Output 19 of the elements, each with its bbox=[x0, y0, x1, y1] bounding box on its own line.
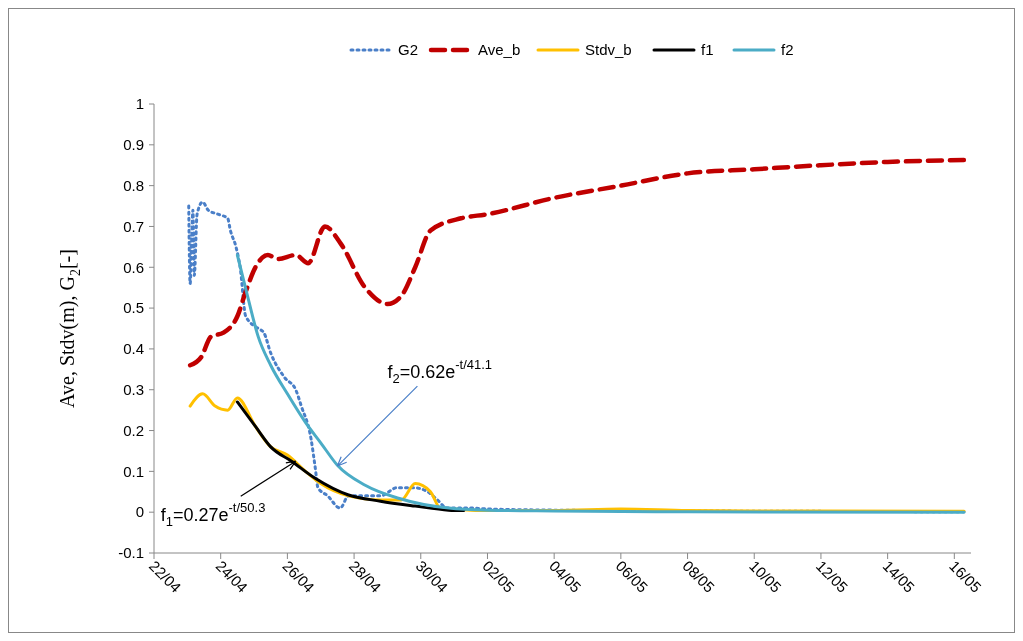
legend-label: Ave_b bbox=[478, 41, 521, 59]
annotation: f$_{1}$=0.27e$^{-t/50.3}$ bbox=[160, 499, 266, 530]
y-tick-label: 0.4 bbox=[123, 340, 144, 358]
y-tick-label: 0.8 bbox=[123, 176, 144, 194]
y-tick-label: 0 bbox=[135, 503, 144, 521]
y-tick-label: -0.1 bbox=[118, 544, 144, 562]
y-tick-label: 0.2 bbox=[123, 421, 144, 439]
annotation: f$_{2}$=0.62e$^{-t/41.1}$ bbox=[387, 356, 493, 387]
legend-label: f2 bbox=[781, 41, 794, 59]
y-tick-label: 1 bbox=[135, 95, 144, 113]
legend-label: f1 bbox=[701, 41, 714, 59]
y-tick-label: 0.3 bbox=[123, 380, 144, 398]
y-tick-label: 0.7 bbox=[123, 217, 144, 235]
y-tick-label: 0.5 bbox=[123, 299, 144, 317]
legend-label: Stdv_b bbox=[585, 41, 632, 59]
y-tick-label: 0.9 bbox=[123, 136, 144, 154]
y-tick-label: 0.1 bbox=[123, 462, 144, 480]
y-tick-label: 0.6 bbox=[123, 258, 144, 276]
legend-label: G2 bbox=[398, 41, 419, 59]
